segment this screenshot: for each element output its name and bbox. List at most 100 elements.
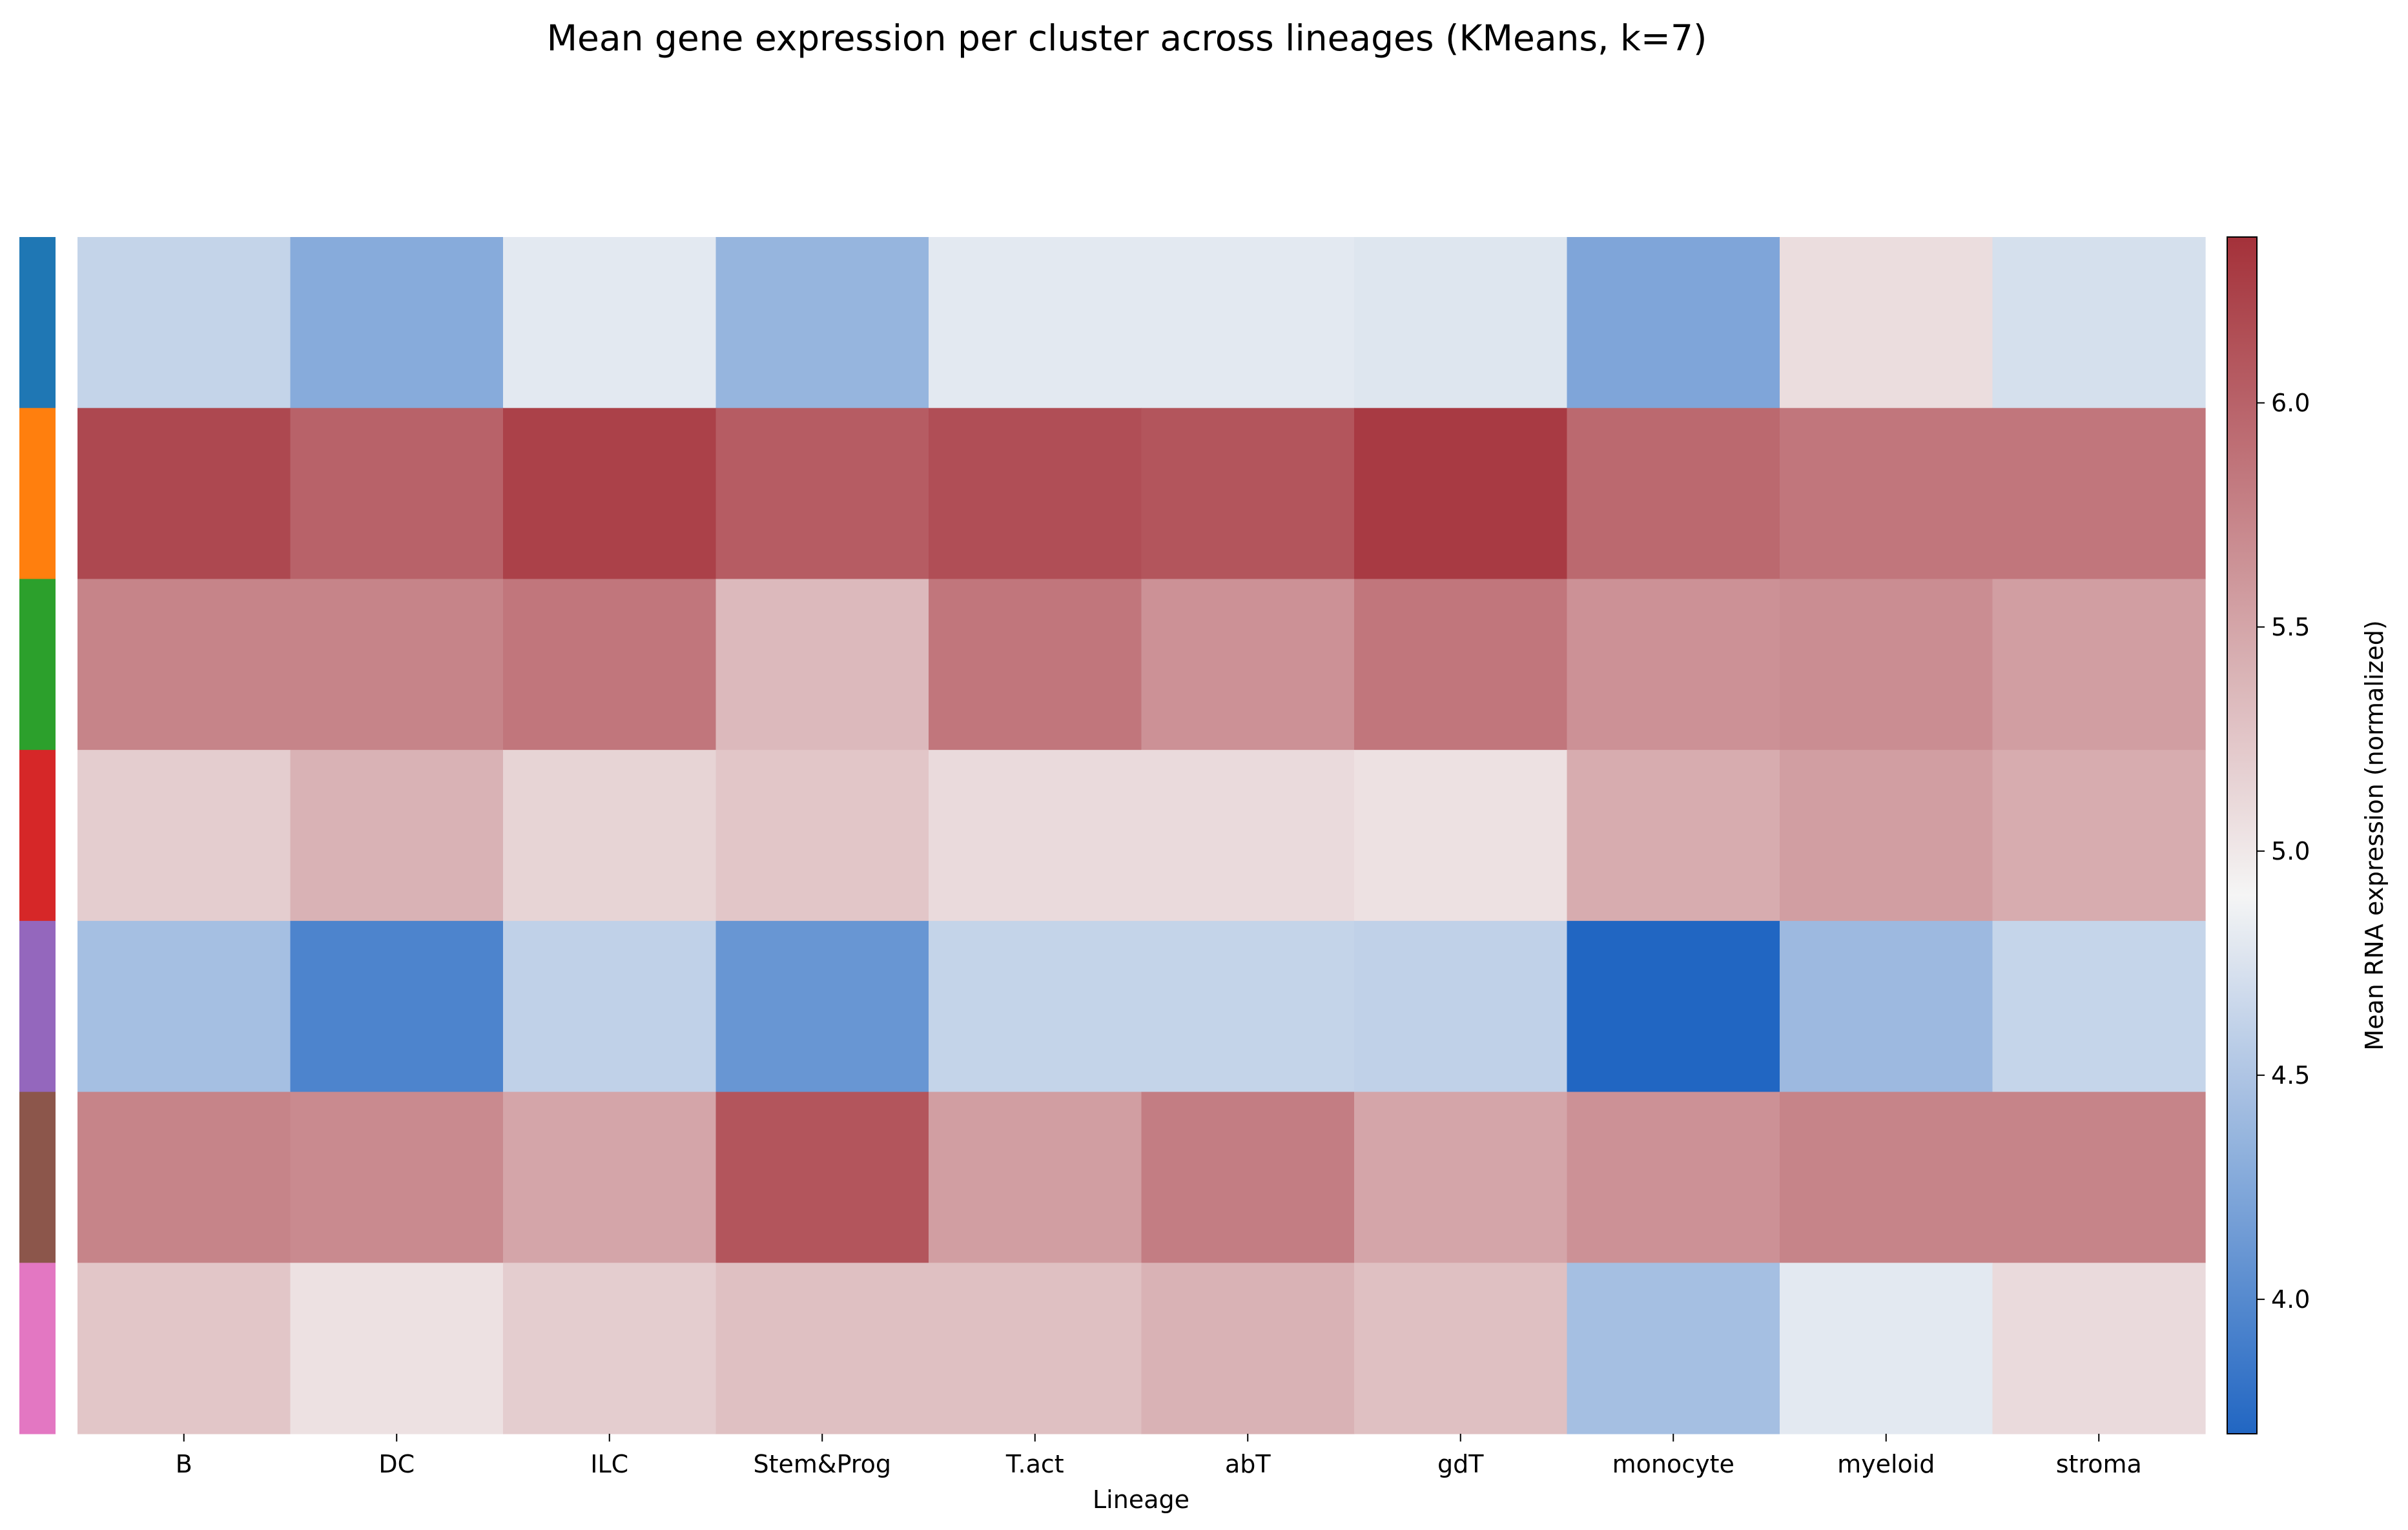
heatmap-cell xyxy=(77,579,291,750)
x-tick-label: B xyxy=(176,1450,192,1478)
x-axis-label: Lineage xyxy=(1093,1485,1189,1514)
heatmap-cell xyxy=(290,408,504,580)
x-tick-label: stroma xyxy=(2056,1450,2142,1478)
heatmap-cell xyxy=(290,1263,504,1434)
heatmap-cell xyxy=(929,1263,1142,1434)
heatmap-cell xyxy=(1354,1263,1568,1434)
heatmap-cell xyxy=(1567,920,1780,1093)
heatmap-cell xyxy=(77,1091,291,1263)
heatmap-cell xyxy=(77,920,291,1093)
heatmap-cell xyxy=(77,408,291,580)
x-tick-label: Stem&Prog xyxy=(754,1450,891,1478)
x-tick-label: DC xyxy=(378,1450,415,1478)
heatmap-cell xyxy=(929,920,1142,1093)
heatmap-cell xyxy=(1141,1091,1355,1263)
cluster-color-swatch xyxy=(19,920,56,1093)
heatmap-cell xyxy=(1354,1091,1568,1263)
cluster-color-swatch xyxy=(19,237,56,409)
heatmap-cell xyxy=(929,237,1142,409)
colorbar-tick-label: 5.0 xyxy=(2271,837,2310,865)
heatmap-cell xyxy=(1354,920,1568,1093)
x-tick-labels: B DC ILC Stem&Prog T.act abT gdT monocyte myeloi… xyxy=(176,1434,2142,1478)
heatmap-cell xyxy=(715,750,929,922)
heatmap-cell xyxy=(715,579,929,750)
colorbar-tick-label: 6.0 xyxy=(2271,389,2310,417)
cluster-color-swatch xyxy=(19,579,56,750)
heatmap-cell xyxy=(1780,750,1993,922)
heatmap-cell xyxy=(290,920,504,1093)
heatmap-cell xyxy=(1141,408,1355,580)
heatmap-cell xyxy=(1992,408,2206,580)
heatmap-cell xyxy=(503,920,717,1093)
heatmap-cell xyxy=(1141,920,1355,1093)
heatmap-cell xyxy=(1141,237,1355,409)
heatmap-cell xyxy=(1780,579,1993,750)
heatmap-cell xyxy=(1567,579,1780,750)
heatmap-cell xyxy=(929,408,1142,580)
heatmap-cell xyxy=(1992,1263,2206,1434)
heatmap-cell xyxy=(503,237,717,409)
heatmap-cell xyxy=(503,579,717,750)
colorbar-gradient xyxy=(2227,236,2258,1434)
heatmap-cell xyxy=(1992,579,2206,750)
colorbar-tick-label: 5.5 xyxy=(2271,613,2310,641)
cluster-color-swatch xyxy=(19,1263,56,1434)
heatmap-cell xyxy=(290,237,504,409)
heatmap-cell xyxy=(1567,408,1780,580)
heatmap-cell xyxy=(77,237,291,409)
heatmap-cell xyxy=(1567,1091,1780,1263)
heatmap-cell xyxy=(1354,579,1568,750)
heatmap-cell xyxy=(1780,920,1993,1093)
x-tick-label: ILC xyxy=(590,1450,628,1478)
heatmap-cell xyxy=(1992,237,2206,409)
heatmap-cell xyxy=(1780,1091,1993,1263)
heatmap-cell xyxy=(77,750,291,922)
heatmap-cells xyxy=(77,237,2206,1434)
heatmap-cell xyxy=(1567,237,1780,409)
heatmap-cell xyxy=(1354,750,1568,922)
heatmap-cell xyxy=(1567,1263,1780,1434)
heatmap-cell xyxy=(1780,237,1993,409)
x-tick-label: monocyte xyxy=(1612,1450,1734,1478)
heatmap-cell xyxy=(290,750,504,922)
heatmap-cell xyxy=(503,750,717,922)
heatmap-cell xyxy=(929,579,1142,750)
x-tick-label: myeloid xyxy=(1837,1450,1935,1478)
heatmap-cell xyxy=(1567,750,1780,922)
heatmap-cell xyxy=(503,408,717,580)
colorbar: 4.0 4.5 5.0 5.5 6.0 Mean RNA expression (norm… xyxy=(2227,236,2389,1434)
x-tick-label: gdT xyxy=(1437,1450,1484,1478)
heatmap-cell xyxy=(715,408,929,580)
heatmap-cell xyxy=(715,920,929,1093)
cluster-color-strip xyxy=(19,237,56,1434)
chart-title: Mean gene expression per cluster across … xyxy=(547,17,1707,59)
heatmap-cell xyxy=(1992,1091,2206,1263)
heatmap-cell xyxy=(1141,579,1355,750)
heatmap-cell xyxy=(290,579,504,750)
cluster-color-swatch xyxy=(19,1091,56,1263)
x-tick-label: T.act xyxy=(1005,1450,1064,1478)
heatmap-cell xyxy=(503,1091,717,1263)
colorbar-label: Mean RNA expression (normalized) xyxy=(2360,620,2389,1050)
heatmap-cell xyxy=(715,1263,929,1434)
heatmap-cell xyxy=(929,750,1142,922)
heatmap-cell xyxy=(1354,408,1568,580)
heatmap-cell xyxy=(77,1263,291,1434)
colorbar-tick-label: 4.5 xyxy=(2271,1061,2310,1090)
heatmap-cell xyxy=(715,1091,929,1263)
heatmap-cell xyxy=(1780,408,1993,580)
heatmap-cell xyxy=(1141,750,1355,922)
heatmap-cell xyxy=(715,237,929,409)
heatmap-cell xyxy=(290,1091,504,1263)
heatmap-cell xyxy=(1992,750,2206,922)
cluster-color-swatch xyxy=(19,750,56,922)
colorbar-tick-label: 4.0 xyxy=(2271,1285,2310,1314)
heatmap-cell xyxy=(1354,237,1568,409)
heatmap-cell xyxy=(929,1091,1142,1263)
x-tick-label: abT xyxy=(1225,1450,1271,1478)
heatmap-cell xyxy=(1141,1263,1355,1434)
heatmap-cell xyxy=(1992,920,2206,1093)
heatmap-cell xyxy=(1780,1263,1993,1434)
heatmap-cell xyxy=(503,1263,717,1434)
